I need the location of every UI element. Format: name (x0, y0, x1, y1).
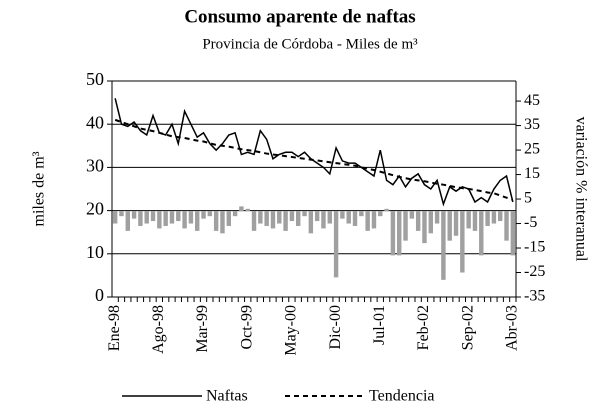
x-tick-label: Ene-98 (106, 305, 123, 351)
bar (138, 211, 143, 226)
chart-subtitle: Provincia de Córdoba - Miles de m³ (202, 36, 418, 52)
bar (150, 211, 156, 222)
bar (466, 211, 471, 229)
bar (498, 211, 503, 222)
x-tick-label: Jul-01 (371, 305, 388, 345)
x-tick-label: Sep-02 (459, 305, 476, 350)
x-tick-label: May-00 (283, 305, 300, 356)
bar (169, 211, 175, 224)
bar (112, 211, 118, 224)
bar (283, 211, 288, 231)
bar (453, 211, 459, 236)
bar (188, 211, 194, 224)
bar (125, 211, 130, 231)
y2-tick-label: 15 (524, 165, 540, 182)
bar (384, 208, 389, 212)
bar (378, 211, 383, 217)
bar (131, 211, 137, 219)
x-tick-label: Ago-98 (150, 305, 167, 354)
bar (239, 206, 244, 212)
bar (270, 211, 276, 229)
bar (232, 211, 238, 217)
bar (359, 211, 364, 217)
x-tick-label: Abr-03 (504, 305, 521, 351)
legend-label: Naftas (206, 388, 248, 405)
bar (441, 211, 446, 280)
bar (195, 211, 200, 231)
bar (201, 211, 206, 219)
bar (390, 211, 396, 256)
y-tick-label: 30 (86, 156, 104, 176)
bar (460, 211, 465, 273)
bar (302, 211, 307, 217)
x-tick-label: Feb-02 (415, 305, 432, 350)
bar (365, 211, 370, 231)
bar (472, 211, 478, 231)
bar (491, 211, 497, 224)
x-tick-label: Dic-00 (327, 305, 344, 349)
bar (258, 211, 263, 224)
bar (434, 211, 440, 224)
bar (182, 211, 187, 229)
y-tick-label: 10 (86, 242, 104, 262)
bar (403, 211, 408, 241)
x-tick-label: Oct-99 (238, 305, 255, 349)
y2-tick-label: -15 (524, 239, 545, 256)
y-tick-label: 20 (86, 199, 104, 219)
bar (447, 211, 452, 241)
y2-tick-label: 45 (524, 92, 540, 109)
y-tick-label: 40 (86, 112, 104, 132)
y2-tick-label: -25 (524, 263, 545, 280)
y2-tick-label: 25 (524, 141, 540, 158)
bar (251, 211, 257, 231)
y2-tick-label: 5 (524, 190, 532, 207)
bar (289, 211, 295, 222)
bar (479, 211, 484, 256)
bar (340, 211, 345, 219)
bar (144, 211, 149, 224)
bar (296, 211, 301, 226)
y2-tick-label: 35 (524, 116, 540, 133)
y-tick-label: 50 (86, 69, 104, 89)
bar (371, 211, 377, 229)
bar (415, 211, 421, 231)
bar (352, 211, 358, 226)
bar (176, 211, 181, 222)
bar (308, 211, 314, 234)
y2-tick-label: -35 (524, 288, 545, 305)
bar (277, 211, 282, 224)
bar (157, 211, 162, 229)
bar (346, 211, 351, 224)
bar (422, 211, 427, 244)
bar (409, 211, 415, 219)
bar (226, 211, 231, 226)
y-tick-label: 0 (95, 285, 104, 305)
bar (314, 211, 320, 222)
y2-axis-label: variación % interanual (572, 117, 589, 262)
bar (333, 211, 339, 278)
bar (327, 211, 332, 224)
bar (510, 211, 516, 256)
line (114, 98, 514, 207)
bar (485, 211, 490, 226)
y-axis-label: miles de m³ (31, 151, 48, 226)
bar (207, 211, 213, 217)
x-tick-label: Mar-99 (194, 305, 211, 353)
bar (220, 211, 225, 234)
bar (397, 211, 402, 256)
bar (245, 208, 250, 212)
bar (163, 211, 168, 226)
y2-tick-label: -5 (524, 214, 537, 231)
bar (119, 211, 124, 217)
bar (264, 211, 269, 226)
bar (504, 211, 509, 241)
bar (428, 211, 433, 234)
chart-title: Consumo aparente de naftas (184, 6, 415, 27)
bar (213, 211, 219, 231)
bar (321, 211, 326, 229)
legend-label: Tendencia (369, 388, 435, 405)
